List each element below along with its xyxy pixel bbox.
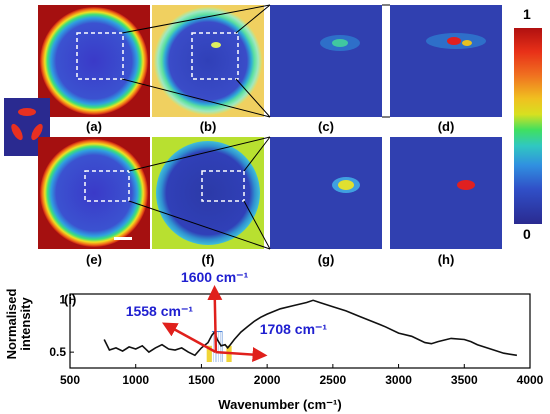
panel-b-image	[152, 5, 264, 117]
colorbar	[514, 28, 542, 224]
panel-d-heatmap	[390, 5, 502, 117]
arrow-1600	[207, 285, 223, 353]
panel-label-i: (i)	[64, 292, 76, 307]
panel-f-image	[152, 137, 264, 249]
panel-label-e: (e)	[86, 252, 102, 267]
arrow-1708	[215, 347, 268, 363]
annotation-1558: 1558 cm⁻¹	[126, 303, 194, 319]
panel-a-heatmap	[40, 7, 148, 115]
x-tick-label: 1500	[188, 373, 215, 387]
panel-g-image	[270, 137, 382, 249]
panel-e-heatmap	[40, 139, 148, 247]
zoom-box-a	[76, 32, 124, 80]
panel-c-image	[270, 5, 382, 117]
panel-label-g: (g)	[317, 252, 335, 267]
spectrum-chart: 500 1000 1500 2000 2500 3000 3500 4000 0.5 1 1600…	[4, 269, 544, 412]
zoom-box-e	[84, 170, 130, 202]
panel-c-heatmap	[270, 5, 382, 117]
x-tick-label: 2500	[320, 373, 347, 387]
x-tick-label: 2000	[254, 373, 281, 387]
y-tick-label: 1	[59, 292, 66, 306]
colorbar-max-label: 1	[523, 6, 531, 22]
arrow-1558	[161, 322, 217, 354]
spectrum-series-line	[103, 299, 518, 357]
panel-f-heatmap	[156, 141, 260, 245]
annotation-1708: 1708 cm⁻¹	[260, 321, 328, 337]
y-axis-label-line1: Normalised	[4, 289, 19, 360]
x-tick-label: 3500	[451, 373, 478, 387]
x-tick-label: 1000	[122, 373, 149, 387]
y-axis-label-line2: intensity	[18, 297, 33, 351]
panel-h-image	[390, 137, 502, 249]
panel-e-image	[38, 137, 150, 249]
plot-frame	[69, 293, 531, 369]
x-axis-label: Wavenumber (cm⁻¹)	[218, 397, 341, 412]
panel-d-image	[390, 5, 502, 117]
panel-label-c: (c)	[318, 119, 334, 134]
panel-label-b: (b)	[199, 119, 217, 134]
panel-h-heatmap	[390, 137, 502, 249]
y-tick-label: 0.5	[49, 345, 66, 359]
panel-label-a: (a)	[86, 119, 102, 134]
panel-a-image	[38, 5, 150, 117]
panel-label-f: (f)	[201, 252, 215, 267]
panel-b-heatmap	[154, 7, 262, 115]
x-tick-label: 4000	[517, 373, 544, 387]
scale-bar	[114, 237, 132, 240]
annotation-1600: 1600 cm⁻¹	[181, 269, 249, 285]
band-1558-highlight	[206, 345, 212, 362]
panel-g-heatmap	[270, 137, 382, 249]
x-tick-label: 500	[60, 373, 80, 387]
x-tick-label: 3000	[385, 373, 412, 387]
colorbar-min-label: 0	[523, 226, 531, 242]
panel-label-d: (d)	[437, 119, 455, 134]
panel-label-h: (h)	[437, 252, 455, 267]
